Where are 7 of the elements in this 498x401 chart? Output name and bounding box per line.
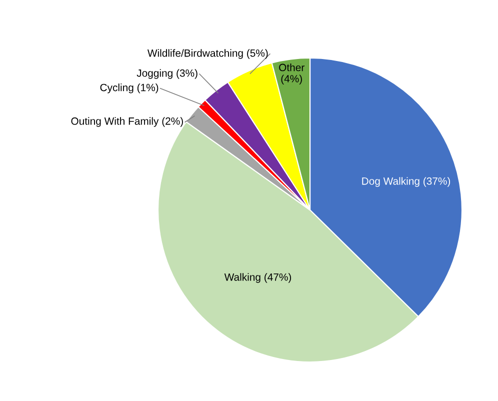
slice-label: Walking (47%) (224, 273, 292, 283)
slice-label: Wildlife/Birdwatching (5%) (147, 49, 268, 59)
slice-label: Jogging (3%) (136, 69, 198, 79)
slice-label: Dog Walking (37%) (362, 177, 450, 187)
slice-label: Outing With Family (2%) (71, 117, 183, 127)
slice-label: Other (4%) (279, 64, 304, 84)
slice-label: Cycling (1%) (100, 84, 158, 94)
